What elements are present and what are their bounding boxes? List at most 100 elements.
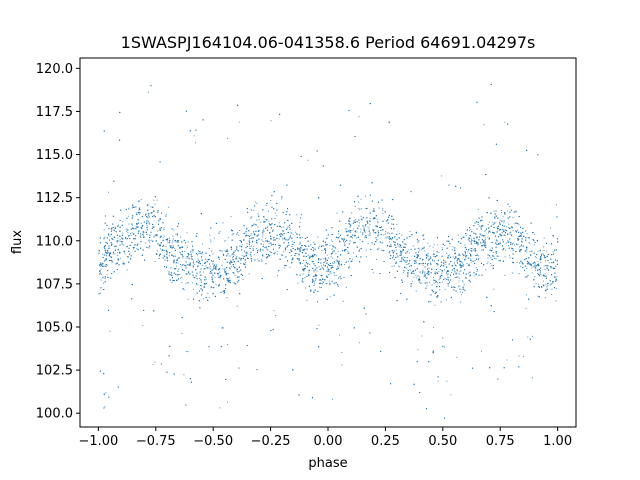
data-point — [236, 305, 238, 307]
data-point — [458, 280, 460, 282]
data-point — [355, 230, 357, 232]
data-point — [288, 252, 290, 254]
data-point — [459, 277, 461, 279]
data-point — [391, 238, 393, 240]
data-point — [256, 219, 258, 221]
data-point — [239, 229, 241, 231]
data-point — [105, 266, 107, 268]
data-point — [441, 175, 443, 177]
data-point — [298, 253, 300, 255]
data-point — [169, 245, 171, 247]
data-point — [373, 232, 375, 234]
data-point — [434, 304, 436, 306]
data-point — [249, 238, 251, 240]
data-point — [382, 220, 384, 222]
data-point — [353, 221, 355, 223]
data-point — [507, 245, 509, 247]
data-point — [158, 244, 160, 246]
data-point — [339, 263, 341, 265]
data-point — [441, 247, 443, 249]
data-point — [473, 248, 475, 250]
data-point — [378, 247, 380, 249]
data-point — [391, 232, 393, 234]
data-point — [417, 241, 419, 243]
data-point — [278, 222, 280, 224]
data-point — [501, 212, 503, 214]
data-point — [383, 234, 385, 236]
data-point — [476, 270, 478, 272]
data-point — [409, 269, 411, 271]
data-point — [462, 236, 464, 238]
data-point — [526, 251, 528, 253]
data-point — [534, 262, 536, 264]
data-point — [129, 233, 131, 235]
data-point — [492, 221, 494, 223]
data-point — [229, 261, 231, 263]
data-point — [406, 237, 408, 239]
data-point — [365, 195, 367, 197]
data-point — [299, 251, 301, 253]
data-point — [436, 282, 438, 284]
data-point — [366, 220, 368, 222]
data-point — [269, 251, 271, 252]
data-point — [549, 284, 551, 286]
data-point — [310, 244, 312, 246]
data-point — [487, 232, 489, 234]
data-point — [464, 244, 466, 246]
data-point — [288, 237, 290, 239]
data-point — [276, 253, 278, 255]
data-point — [474, 260, 476, 262]
data-point — [516, 229, 518, 231]
data-point — [531, 377, 533, 379]
data-point — [299, 222, 301, 224]
data-point — [520, 249, 522, 251]
data-point — [230, 266, 232, 268]
data-point — [305, 259, 307, 261]
data-point — [281, 227, 283, 229]
data-point — [470, 258, 472, 260]
data-point — [251, 216, 253, 218]
data-point — [397, 256, 399, 258]
data-point — [478, 258, 480, 260]
data-point — [190, 254, 192, 256]
data-point — [432, 254, 434, 256]
data-point — [532, 232, 534, 234]
data-point — [346, 230, 348, 232]
data-point — [474, 242, 476, 244]
data-point — [467, 238, 469, 240]
data-point — [326, 254, 328, 256]
data-point — [122, 221, 124, 223]
data-point — [268, 220, 270, 222]
data-point — [465, 258, 467, 260]
data-point — [544, 297, 546, 299]
data-point — [509, 233, 511, 235]
data-point — [534, 256, 536, 258]
data-point — [154, 203, 156, 205]
data-point — [556, 279, 558, 281]
data-point — [516, 261, 518, 263]
data-point — [376, 258, 377, 260]
data-point — [174, 248, 176, 250]
data-point — [509, 232, 511, 234]
data-point — [555, 300, 557, 302]
data-point — [313, 242, 315, 243]
data-point — [433, 253, 435, 255]
data-point — [108, 191, 110, 193]
data-point — [331, 398, 333, 400]
data-point — [347, 260, 349, 262]
data-point — [207, 292, 209, 294]
data-point — [100, 279, 102, 281]
data-point — [233, 265, 235, 267]
data-point — [261, 258, 263, 260]
data-point — [135, 244, 137, 246]
data-point — [211, 250, 213, 252]
data-point — [477, 243, 479, 245]
data-point — [100, 268, 102, 270]
data-point — [269, 233, 271, 235]
data-point — [262, 236, 264, 238]
data-point — [276, 250, 278, 252]
data-point — [415, 277, 417, 279]
data-point — [209, 234, 211, 236]
data-point — [246, 227, 248, 229]
data-point — [227, 344, 229, 346]
